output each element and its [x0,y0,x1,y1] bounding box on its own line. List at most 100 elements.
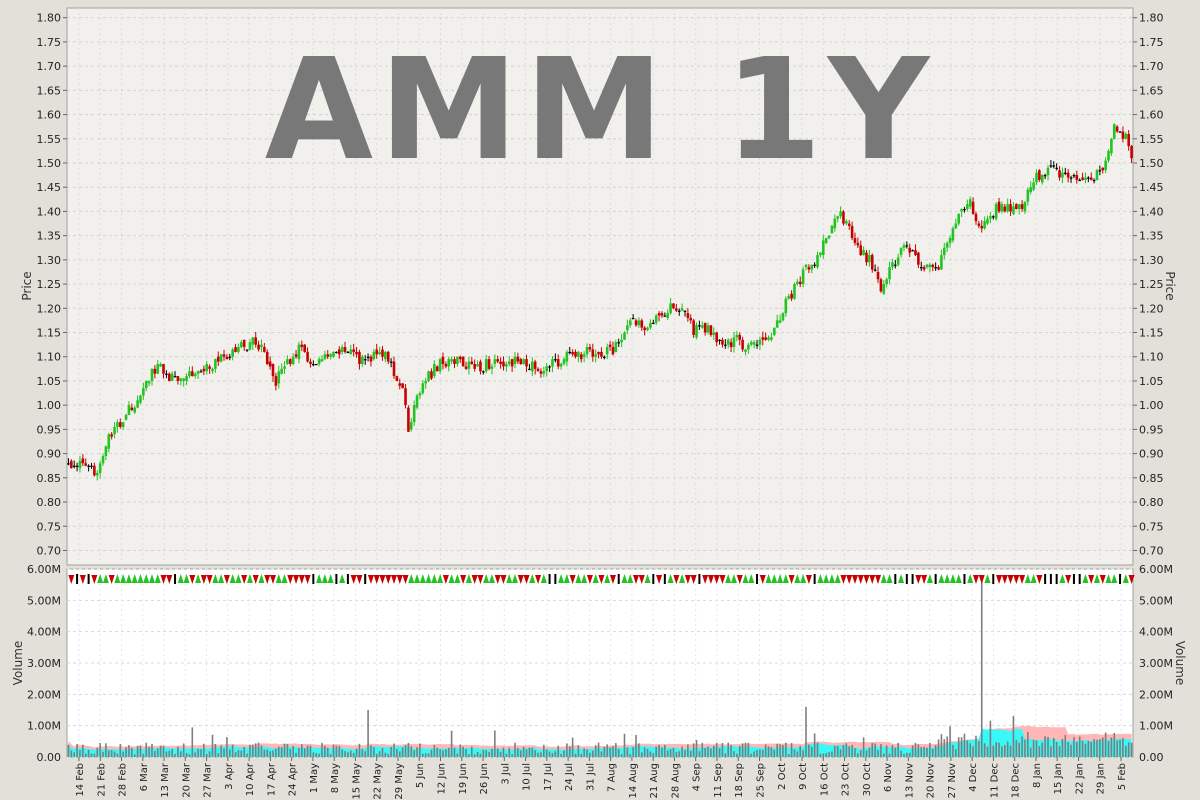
candle-body [407,407,410,432]
candle-body [686,313,690,318]
signal-up-marker [834,574,841,583]
price-tick-label: 1.75 [1139,36,1164,49]
signal-up-marker [748,574,755,583]
candle-body [888,267,891,280]
candle-body [963,209,966,211]
candle-body [1127,133,1130,147]
signal-up-marker [529,574,536,583]
candle-body [568,351,572,354]
price-tick-label: 1.20 [1139,302,1164,315]
candle-body [896,257,900,265]
candle-body [156,363,160,374]
signal-up-marker [437,574,444,583]
volume-tick-label: 6.00M [1139,563,1173,576]
date-tick-label: 6 Nov [883,763,894,792]
candle-body [703,322,707,333]
signal-up-marker [454,574,461,583]
volume-tick-label: 4.00M [1139,626,1173,639]
date-tick-label: 18 Sep [734,763,745,798]
signal-flat-marker [312,574,315,584]
price-tick-label: 1.00 [1139,399,1164,412]
signal-up-marker [949,574,956,583]
signal-flat-marker [364,574,367,584]
candle-body [721,339,724,345]
candle-body [683,310,687,312]
price-axis-right: 0.70 0.75 0.80 0.85 0.90 0.95 1.00 1.05 1.10 1.15… [1133,12,1164,557]
signal-up-marker [886,574,893,583]
candle-body [600,351,603,357]
candle-body [309,361,312,364]
signal-down-marker [160,575,167,584]
candle-body [652,322,655,325]
candle-body [453,359,456,364]
signal-up-marker [955,574,962,583]
price-tick-label: 0.75 [37,520,62,533]
signal-down-marker [1128,575,1135,584]
date-tick-label: 3 Apr [224,762,235,790]
candle-body [614,342,618,352]
price-tick-label: 1.35 [37,230,62,243]
signal-down-marker [68,575,75,584]
candle-body [461,356,465,367]
candle-body [496,359,500,362]
candle-body [1020,204,1024,210]
candle-body [95,472,99,476]
date-tick-label: 13 Mar [160,762,171,798]
signal-down-marker [1088,575,1095,584]
candle-body [369,356,373,362]
candle-body [337,349,341,355]
signal-up-marker [137,574,144,583]
candle-body [225,356,229,360]
candle-body [1101,167,1105,171]
candle-body [438,359,442,372]
candle-body [954,223,958,229]
candle-body [418,393,422,396]
candle-body [594,354,597,357]
candle-body [361,356,364,364]
candle-body [349,349,353,355]
candle-body [222,354,226,357]
signal-down-marker [252,575,259,584]
date-tick-label: 2 Oct [777,763,788,790]
candle-body [1017,204,1021,210]
candle-body [1081,177,1084,180]
candle-body [433,363,436,377]
candle-body [505,363,508,367]
candle-body [205,363,209,372]
candle-body [372,351,376,360]
candle-body [663,315,667,317]
date-tick-label: 31 Jul [585,763,596,791]
signal-up-marker [540,574,547,583]
volume-tick-label: 2.00M [27,688,61,701]
candle-body [312,363,315,366]
signal-flat-marker [905,574,908,584]
candle-body [539,371,543,374]
price-tick-label: 1.45 [37,181,62,194]
price-tick-label: 0.70 [1139,544,1164,557]
candle-body [159,363,162,367]
candle-body [378,351,381,355]
signal-flat-marker [1078,574,1081,584]
candle-body [113,426,116,435]
candle-body [1089,177,1093,180]
candle-body [934,267,937,269]
candle-body [530,361,534,372]
signal-up-marker [102,574,109,583]
candle-body [458,356,462,360]
signal-down-marker [223,575,230,584]
signal-down-marker [1013,575,1020,584]
candle-body [147,380,151,384]
candle-body [1063,172,1067,174]
signal-down-marker [442,575,449,584]
candle-body [124,414,128,420]
signal-up-marker [765,574,772,583]
candle-body [856,242,860,246]
candle-body [1075,175,1079,180]
candle-body [208,366,211,369]
candle-body [1029,187,1033,193]
candle-body [873,269,877,271]
candle-body [191,371,194,377]
candle-body [807,267,811,270]
price-tick-label: 1.60 [1139,109,1164,122]
date-tick-label: 13 Nov [904,763,915,799]
